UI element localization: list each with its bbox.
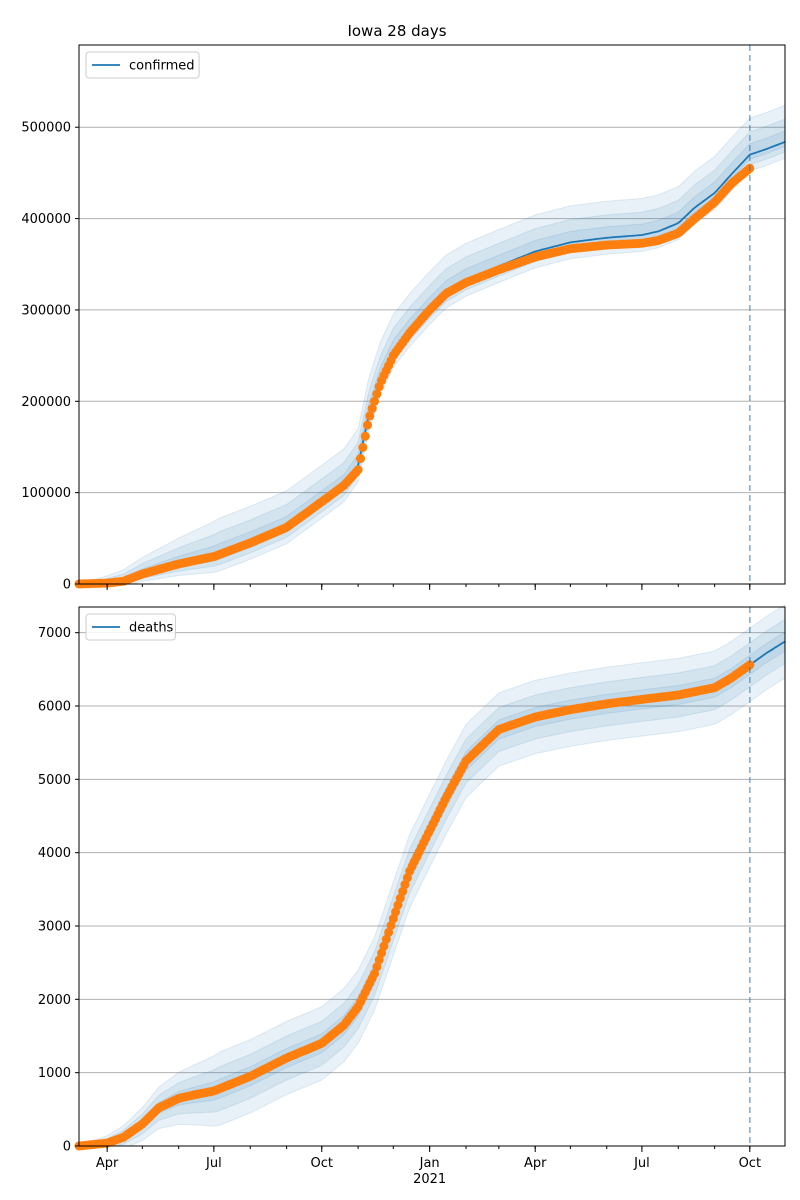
observed-point xyxy=(388,914,398,924)
observed-point xyxy=(745,660,755,670)
observed-point xyxy=(398,886,408,896)
observed-point xyxy=(353,465,363,475)
y-tick-label: 6000 xyxy=(38,700,71,715)
plot-frame xyxy=(78,44,786,585)
x-tick-label: Jul xyxy=(205,1156,222,1171)
observed-point xyxy=(367,404,377,414)
observed-point xyxy=(384,927,394,937)
legend: deaths xyxy=(85,613,176,641)
y-tick-label: 0 xyxy=(63,578,71,593)
y-tick-label: 100000 xyxy=(21,486,71,501)
y-tick-label: 200000 xyxy=(21,395,71,410)
observed-point xyxy=(372,389,382,399)
y-tick-label: 5000 xyxy=(38,773,71,788)
legend-box xyxy=(85,613,176,641)
observed-point xyxy=(393,900,403,910)
x-tick-label: Oct xyxy=(311,1156,333,1171)
x-tick-label: Jan xyxy=(419,1156,440,1171)
y-tick-label: 7000 xyxy=(38,626,71,641)
uncertainty-band-outer xyxy=(78,104,786,585)
observed-point xyxy=(395,893,405,903)
chart-title: Iowa 28 days xyxy=(347,22,446,40)
legend-label: confirmed xyxy=(129,59,195,74)
plot-frame xyxy=(78,606,786,1147)
x-year-label: 2021 xyxy=(413,1172,446,1187)
observed-point xyxy=(379,941,389,951)
deaths-panel: 0 1000 2000 3000 4000 5000 6000 7000 Apr Jul Oct Ja… xyxy=(38,603,786,1187)
observed-point xyxy=(400,880,410,890)
observed-point xyxy=(391,907,401,917)
x-tick-label: Oct xyxy=(739,1156,761,1171)
x-tick-label: Jul xyxy=(633,1156,650,1171)
x-tick-label: Apr xyxy=(96,1156,119,1171)
observed-point xyxy=(386,921,396,930)
y-tick-label: 3000 xyxy=(38,920,71,935)
y-tick-label: 1000 xyxy=(38,1066,71,1081)
observed-point xyxy=(363,420,372,430)
y-tick-label: 0 xyxy=(63,1140,71,1155)
observed-point xyxy=(381,934,391,944)
observed-point xyxy=(370,969,379,979)
legend: confirmed xyxy=(85,51,200,79)
legend-label: deaths xyxy=(129,621,174,636)
observed-point xyxy=(360,431,370,441)
y-tick-label: 300000 xyxy=(21,303,71,318)
observed-point xyxy=(356,454,365,464)
x-tick-label: Apr xyxy=(524,1156,547,1171)
y-tick-label: 4000 xyxy=(38,846,71,861)
observed-point xyxy=(402,873,412,883)
y-tick-label: 500000 xyxy=(21,121,71,136)
y-tick-label: 2000 xyxy=(38,993,71,1008)
observed-point xyxy=(370,396,379,406)
legend-box xyxy=(85,51,200,79)
observed-point xyxy=(377,948,387,958)
confirmed-panel: 0 100000 200000 300000 400000 500000 confirmed xyxy=(21,44,786,593)
observed-point xyxy=(372,962,382,972)
observed-point xyxy=(365,411,375,421)
y-tick-label: 400000 xyxy=(21,212,71,227)
observed-point xyxy=(374,955,384,965)
observed-point xyxy=(358,443,368,452)
